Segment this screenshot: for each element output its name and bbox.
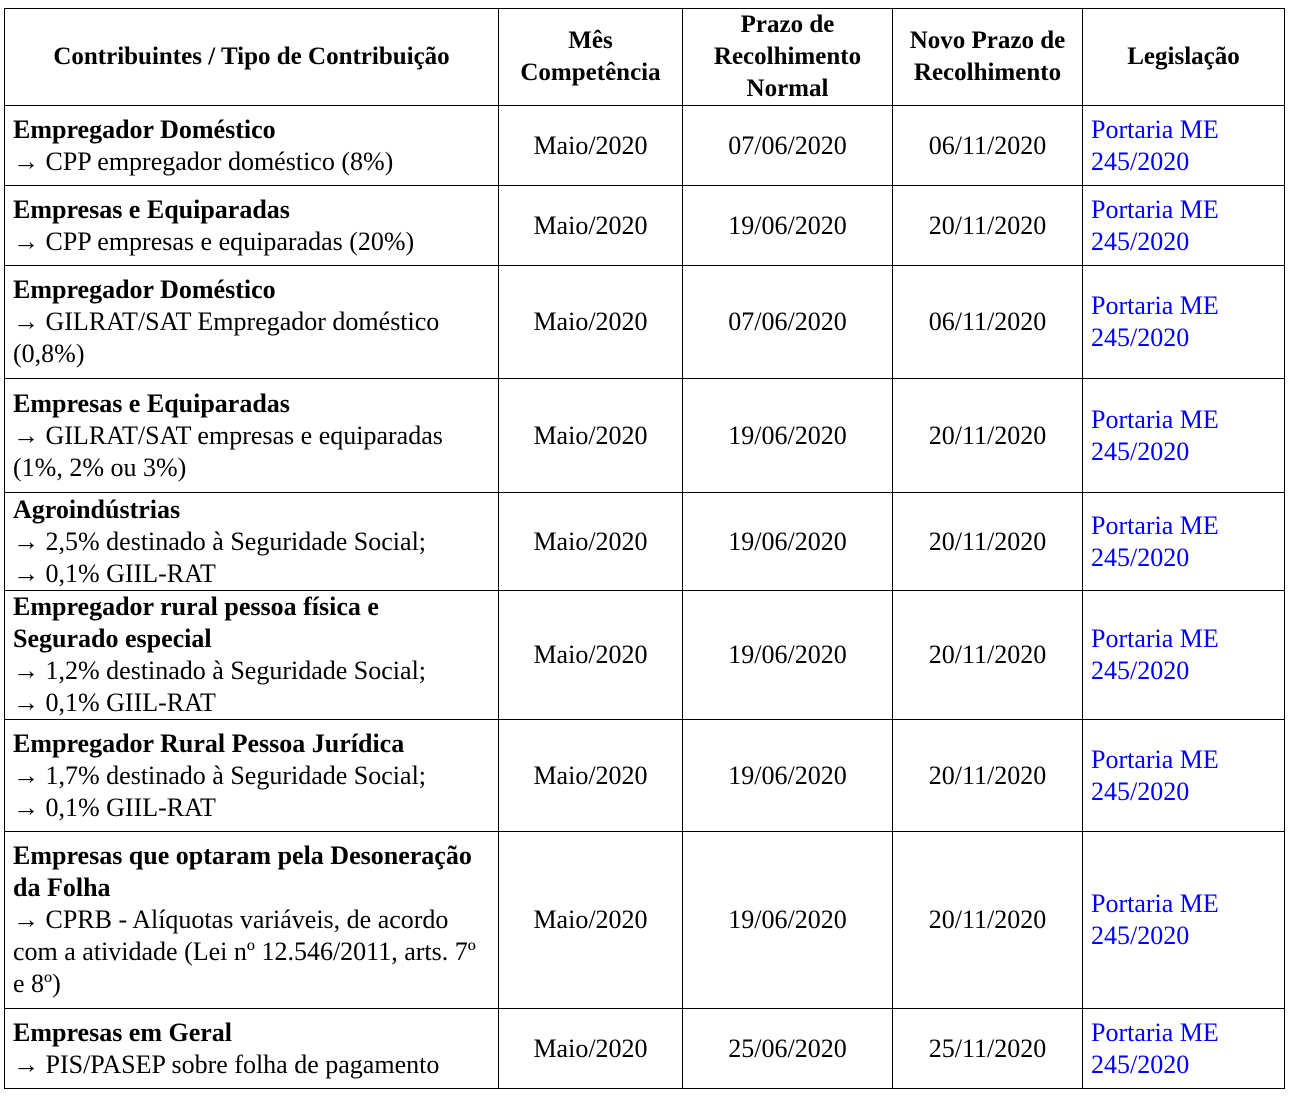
contributor-title: Empresas e Equiparadas [13,194,290,224]
contributor-title: Empregador Rural Pessoa Jurídica [13,728,405,758]
month-cell: Maio/2020 [498,719,683,832]
contributor-cell: Agroindústrias → 2,5% destinado à Segurid… [4,492,499,591]
normal-deadline-cell: 07/06/2020 [682,105,893,186]
table-row: Empregador Doméstico → GILRAT/SAT Emprega… [4,265,1285,379]
contribution-detail: → PIS/PASEP sobre folha de pagamento [13,1049,440,1079]
month-cell: Maio/2020 [498,378,683,493]
contributor-cell: Empresas e Equiparadas → CPP empresas e e… [4,185,499,266]
contribution-detail: → CPRB - Alíquotas variáveis, de acordo … [13,905,476,998]
legislation-cell: Portaria ME 245/2020 [1082,105,1285,186]
contribution-detail: → GILRAT/SAT empresas e equiparadas (1%,… [13,420,443,482]
month-cell: Maio/2020 [498,265,683,379]
contribution-detail: → 1,2% destinado à Seguridade Social; [13,656,427,685]
new-deadline-cell: 20/11/2020 [892,378,1083,493]
legislation-cell: Portaria ME 245/2020 [1082,378,1285,493]
legislation-link[interactable]: Portaria ME 245/2020 [1091,744,1219,806]
legislation-cell: Portaria ME 245/2020 [1082,265,1285,379]
contributor-title: Empregador Doméstico [13,275,276,304]
legislation-link[interactable]: Portaria ME 245/2020 [1091,404,1219,466]
contributor-title: Empregador Doméstico [13,114,276,144]
contributor-title: Empresas que optaram pela Desoneração da… [13,841,472,902]
contributor-cell: Empregador Rural Pessoa Jurídica → 1,7% d… [4,719,499,832]
normal-deadline-cell: 19/06/2020 [682,185,893,266]
contribution-detail: → CPP empresas e equiparadas (20%) [13,226,415,256]
new-deadline-cell: 20/11/2020 [892,185,1083,266]
header-mes-competencia: Mês Competência [498,8,683,106]
contributor-cell: Empresas e Equiparadas → GILRAT/SAT empre… [4,378,499,493]
legislation-cell: Portaria ME 245/2020 [1082,1008,1285,1089]
legislation-link[interactable]: Portaria ME 245/2020 [1091,510,1219,572]
contributor-title: Empregador rural pessoa física e Segurad… [13,592,379,653]
table-row: Empresas que optaram pela Desoneração da… [4,831,1285,1009]
header-novo-prazo: Novo Prazo de Recolhimento [892,8,1083,106]
legislation-cell: Portaria ME 245/2020 [1082,719,1285,832]
legislation-cell: Portaria ME 245/2020 [1082,492,1285,591]
month-cell: Maio/2020 [498,831,683,1009]
contribution-detail: → 0,1% GIIL-RAT [13,792,216,822]
normal-deadline-cell: 25/06/2020 [682,1008,893,1089]
contribution-detail: → GILRAT/SAT Empregador doméstico (0,8%) [13,307,440,368]
table-row: Empresas e Equiparadas → GILRAT/SAT empre… [4,378,1285,493]
normal-deadline-cell: 19/06/2020 [682,590,893,720]
legislation-link[interactable]: Portaria ME 245/2020 [1091,1017,1219,1079]
normal-deadline-cell: 19/06/2020 [682,378,893,493]
month-cell: Maio/2020 [498,185,683,266]
header-row: Contribuintes / Tipo de Contribuição Mês… [4,8,1285,106]
legislation-cell: Portaria ME 245/2020 [1082,590,1285,720]
legislation-link[interactable]: Portaria ME 245/2020 [1091,114,1219,176]
contributor-cell: Empregador Doméstico → CPP empregador dom… [4,105,499,186]
contributor-cell: Empresas que optaram pela Desoneração da… [4,831,499,1009]
normal-deadline-cell: 19/06/2020 [682,831,893,1009]
month-cell: Maio/2020 [498,1008,683,1089]
header-contribuintes: Contribuintes / Tipo de Contribuição [4,8,499,106]
contributor-cell: Empregador rural pessoa física e Segurad… [4,590,499,720]
table-row: Empresas e Equiparadas → CPP empresas e e… [4,185,1285,266]
new-deadline-cell: 20/11/2020 [892,590,1083,720]
month-cell: Maio/2020 [498,105,683,186]
header-legislacao: Legislação [1082,8,1285,106]
new-deadline-cell: 06/11/2020 [892,265,1083,379]
contributor-title: Empresas e Equiparadas [13,388,290,418]
table-row: Empregador Rural Pessoa Jurídica → 1,7% d… [4,719,1285,832]
legislation-link[interactable]: Portaria ME 245/2020 [1091,291,1219,352]
table-row: Agroindústrias → 2,5% destinado à Segurid… [4,492,1285,591]
contributor-cell: Empregador Doméstico → GILRAT/SAT Emprega… [4,265,499,379]
legislation-cell: Portaria ME 245/2020 [1082,831,1285,1009]
contributor-cell: Empresas em Geral → PIS/PASEP sobre folha… [4,1008,499,1089]
new-deadline-cell: 06/11/2020 [892,105,1083,186]
legislation-link[interactable]: Portaria ME 245/2020 [1091,889,1219,950]
legislation-cell: Portaria ME 245/2020 [1082,185,1285,266]
header-prazo-normal: Prazo de Recolhimento Normal [682,8,893,106]
month-cell: Maio/2020 [498,492,683,591]
table-row: Empregador Doméstico → CPP empregador dom… [4,105,1285,186]
legislation-link[interactable]: Portaria ME 245/2020 [1091,194,1219,256]
new-deadline-cell: 20/11/2020 [892,492,1083,591]
new-deadline-cell: 20/11/2020 [892,719,1083,832]
contributor-title: Empresas em Geral [13,1017,233,1047]
normal-deadline-cell: 19/06/2020 [682,719,893,832]
contribution-detail: → 2,5% destinado à Seguridade Social; [13,526,427,556]
contribution-detail: → 0,1% GIIL-RAT [13,688,216,717]
normal-deadline-cell: 19/06/2020 [682,492,893,591]
legislation-link[interactable]: Portaria ME 245/2020 [1091,624,1219,685]
month-cell: Maio/2020 [498,590,683,720]
normal-deadline-cell: 07/06/2020 [682,265,893,379]
table-row: Empresas em Geral → PIS/PASEP sobre folha… [4,1008,1285,1089]
contributor-title: Agroindústrias [13,494,181,524]
new-deadline-cell: 20/11/2020 [892,831,1083,1009]
table-row: Empregador rural pessoa física e Segurad… [4,590,1285,720]
contribution-deadlines-table: Contribuintes / Tipo de Contribuição Mês… [4,8,1285,1089]
contribution-detail: → 1,7% destinado à Seguridade Social; [13,760,427,790]
contribution-detail: → 0,1% GIIL-RAT [13,558,216,588]
new-deadline-cell: 25/11/2020 [892,1008,1083,1089]
contribution-detail: → CPP empregador doméstico (8%) [13,146,394,176]
